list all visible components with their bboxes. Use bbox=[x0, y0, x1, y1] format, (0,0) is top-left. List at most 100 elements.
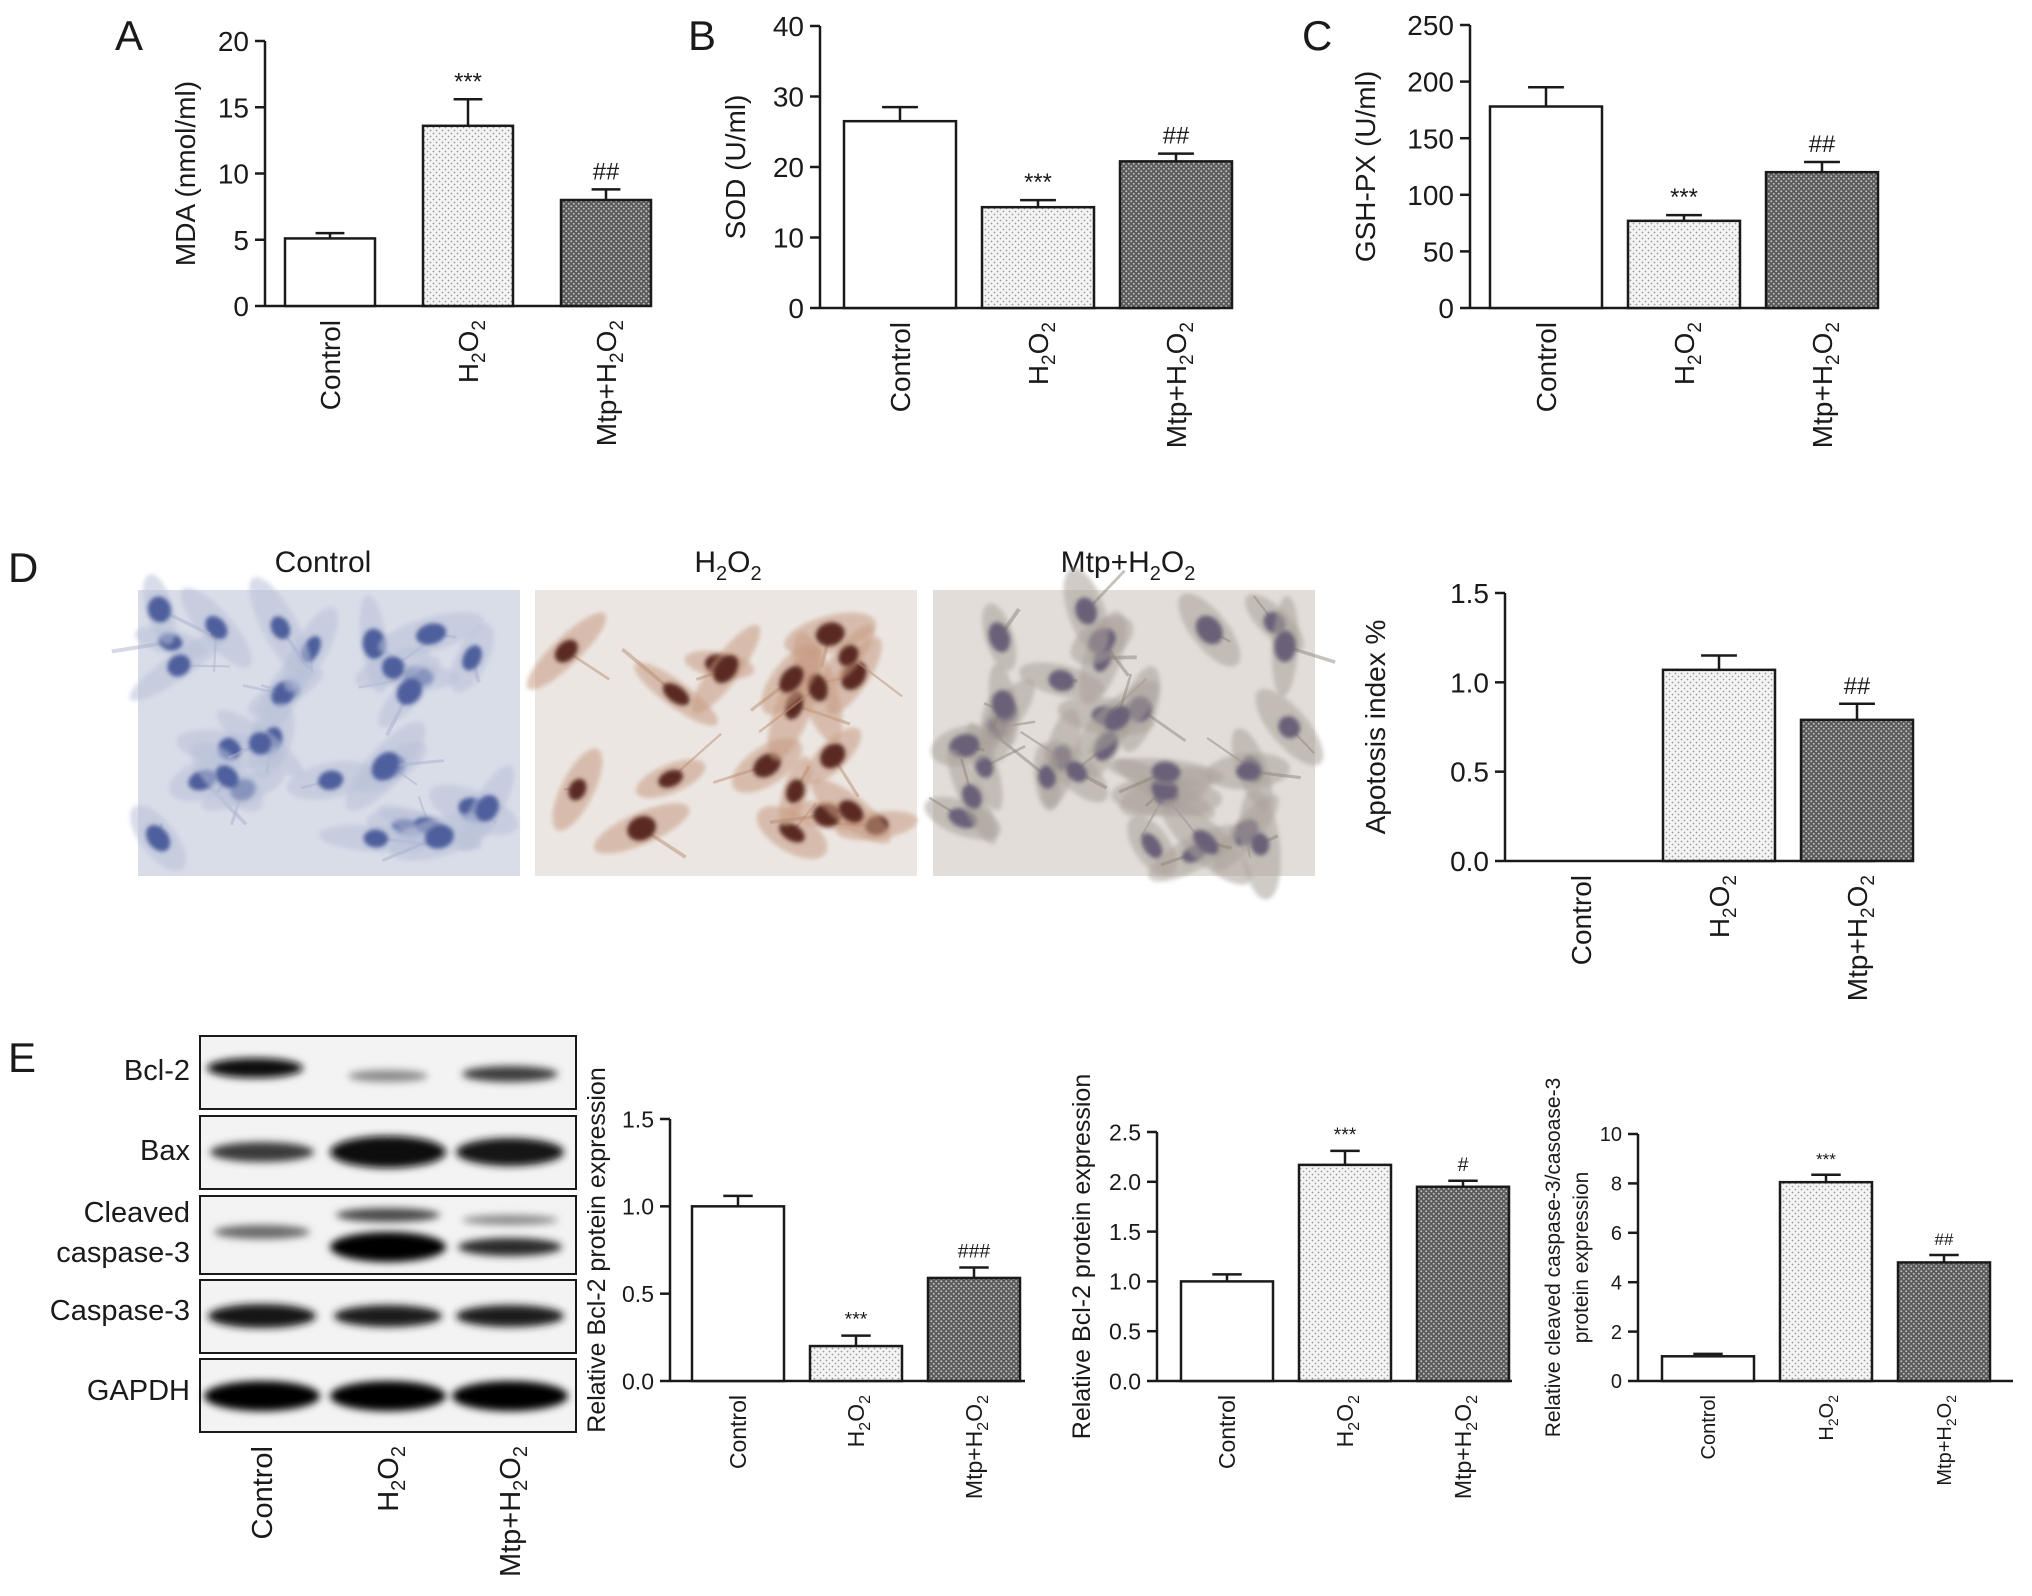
x-label-mtp-h2o2-sub: 2 bbox=[975, 1395, 992, 1404]
x-label-mtp-h2o2-sub: 2 bbox=[975, 1422, 992, 1431]
cell-nucleus bbox=[786, 779, 805, 804]
y-tick-label: 30 bbox=[773, 82, 804, 113]
micrograph-h2o2 bbox=[526, 590, 918, 876]
x-label-control: Control bbox=[1531, 322, 1562, 412]
cell-nucleus bbox=[820, 743, 846, 769]
bar-mtp-h2o2 bbox=[1896, 1261, 1992, 1383]
x-label-h2o2-part: H bbox=[453, 363, 484, 383]
x-label-mtp-h2o2-sub: 2 bbox=[1823, 322, 1844, 333]
y-tick-label: 10 bbox=[218, 159, 249, 190]
y-tick-label: 40 bbox=[773, 11, 804, 42]
cell-nucleus bbox=[145, 824, 171, 852]
y-tick-label: 20 bbox=[218, 26, 249, 57]
cell-nucleus bbox=[475, 795, 499, 822]
y-tick-label: 1.0 bbox=[1109, 1269, 1141, 1295]
x-label-control: Control bbox=[315, 320, 346, 410]
cell-nucleus bbox=[1151, 761, 1181, 783]
cell-nucleus bbox=[270, 616, 291, 640]
y-axis-label: Apotosis index % bbox=[1360, 620, 1391, 835]
lane-label-h2o2: H2O2 bbox=[373, 1446, 410, 1512]
cell-nucleus bbox=[425, 825, 454, 849]
x-label-h2o2-part: O bbox=[843, 1404, 869, 1422]
band-label-bcl2: Bcl-2 bbox=[124, 1055, 190, 1087]
band-cleaved-h2o2 bbox=[330, 1232, 446, 1262]
band-caspase3-control bbox=[208, 1304, 316, 1328]
x-label-control: Control bbox=[725, 1395, 751, 1469]
x-label-mtp-h2o2-sub: 2 bbox=[1464, 1422, 1481, 1431]
bar-h2o2 bbox=[421, 124, 515, 308]
x-label-h2o2: H2O2 bbox=[453, 320, 490, 383]
bar-h2o2 bbox=[1626, 219, 1742, 310]
x-label-h2o2-sub: 2 bbox=[1685, 322, 1706, 333]
x-label-h2o2-part: O bbox=[1816, 1403, 1838, 1419]
x-label-mtp-h2o2: Mtp+H2O2 bbox=[1161, 322, 1198, 448]
significance-h2o2: *** bbox=[1816, 1150, 1836, 1169]
x-label-control: Control bbox=[1566, 875, 1597, 965]
bar-mtp-h2o2 bbox=[926, 1276, 1022, 1383]
cell-process bbox=[847, 654, 903, 698]
x-label-h2o2-sub: 2 bbox=[469, 352, 490, 363]
lane-label-control: Control bbox=[247, 1446, 279, 1540]
cell-nucleus bbox=[779, 666, 804, 693]
x-label-h2o2-sub: 2 bbox=[1825, 1395, 1841, 1403]
x-label-control: Control bbox=[1698, 1395, 1720, 1459]
bar-h2o2 bbox=[1297, 1163, 1393, 1383]
cell-nucleus bbox=[215, 765, 239, 789]
x-label-mtp-h2o2-part: O bbox=[1807, 333, 1838, 355]
y-tick-label: 1.5 bbox=[1109, 1219, 1141, 1245]
significance-h2o2: *** bbox=[1334, 1124, 1357, 1146]
y-tick-label: 150 bbox=[1407, 123, 1454, 154]
y-tick-label: 0 bbox=[1438, 293, 1454, 324]
x-label-mtp-h2o2-part: Mtp+H bbox=[1161, 365, 1192, 448]
x-label-h2o2-part: H bbox=[843, 1431, 869, 1448]
y-tick-label: 1.5 bbox=[1450, 578, 1489, 609]
bar-control bbox=[1488, 105, 1604, 310]
bar-control bbox=[1179, 1280, 1275, 1383]
cell-nucleus bbox=[627, 815, 657, 841]
panel-letter-a: A bbox=[115, 12, 143, 59]
x-label-h2o2-part: O bbox=[1332, 1404, 1358, 1422]
x-label-h2o2-sub: 2 bbox=[1346, 1395, 1363, 1404]
x-label-mtp-h2o2: Mtp+H2O2 bbox=[1842, 875, 1879, 1001]
x-label-mtp-h2o2-part: Mtp+H bbox=[1450, 1431, 1476, 1499]
cell-nucleus bbox=[1278, 716, 1301, 739]
x-label-h2o2-sub: 2 bbox=[857, 1395, 874, 1404]
y-tick-label: 200 bbox=[1407, 67, 1454, 98]
bar-h2o2 bbox=[808, 1344, 904, 1383]
y-tick-label: 0.5 bbox=[622, 1281, 654, 1307]
x-label-mtp-h2o2-part: O bbox=[591, 331, 622, 353]
x-label-h2o2-sub: 2 bbox=[469, 320, 490, 331]
x-label-mtp-h2o2-sub: 2 bbox=[607, 352, 628, 363]
y-tick-label: 0 bbox=[233, 291, 249, 322]
significance-mtp-h2o2: ## bbox=[1809, 131, 1836, 158]
band-cleaved-control bbox=[214, 1225, 310, 1239]
y-tick-label: 50 bbox=[1423, 236, 1454, 267]
x-label-mtp-h2o2-part: O bbox=[1934, 1403, 1956, 1419]
x-label-h2o2-part: O bbox=[1669, 333, 1700, 355]
cell-nucleus bbox=[838, 645, 859, 667]
lane-label-mtp-h2o2: Mtp+H2O2 bbox=[495, 1446, 532, 1577]
x-label-mtp-h2o2-part: Mtp+H bbox=[961, 1431, 987, 1499]
x-label-h2o2-sub: 2 bbox=[857, 1422, 874, 1431]
y-tick-label: 5 bbox=[233, 225, 249, 256]
y-tick-label: 2.0 bbox=[1109, 1169, 1141, 1195]
x-label-mtp-h2o2-sub: 2 bbox=[1858, 875, 1879, 886]
x-label-mtp-h2o2-part: O bbox=[1161, 333, 1192, 355]
band-cleaved-h2o2-upper bbox=[336, 1208, 440, 1222]
cell-nucleus bbox=[1048, 669, 1075, 692]
band-label-caspase3-line2: caspase-3 bbox=[56, 1237, 190, 1269]
y-axis-label-line2: protein expression bbox=[1570, 1172, 1593, 1344]
band-label-caspase3: Caspase-3 bbox=[50, 1295, 190, 1327]
x-label-mtp-h2o2: Mtp+H2O2 bbox=[1934, 1395, 1959, 1486]
x-label-control: Control bbox=[885, 322, 916, 412]
cell-nucleus bbox=[147, 596, 171, 623]
y-tick-label: 0.0 bbox=[1109, 1368, 1141, 1394]
x-label-h2o2-sub: 2 bbox=[1039, 322, 1060, 333]
y-tick-label: 0.5 bbox=[1450, 757, 1489, 788]
x-label-mtp-h2o2: Mtp+H2O2 bbox=[1807, 322, 1844, 448]
y-axis-label: Relative cleaved caspase-3/casoase-3 bbox=[1542, 1078, 1565, 1438]
cell-nucleus bbox=[318, 770, 344, 790]
y-tick-label: 10 bbox=[773, 223, 804, 254]
significance-h2o2: *** bbox=[1670, 184, 1698, 211]
